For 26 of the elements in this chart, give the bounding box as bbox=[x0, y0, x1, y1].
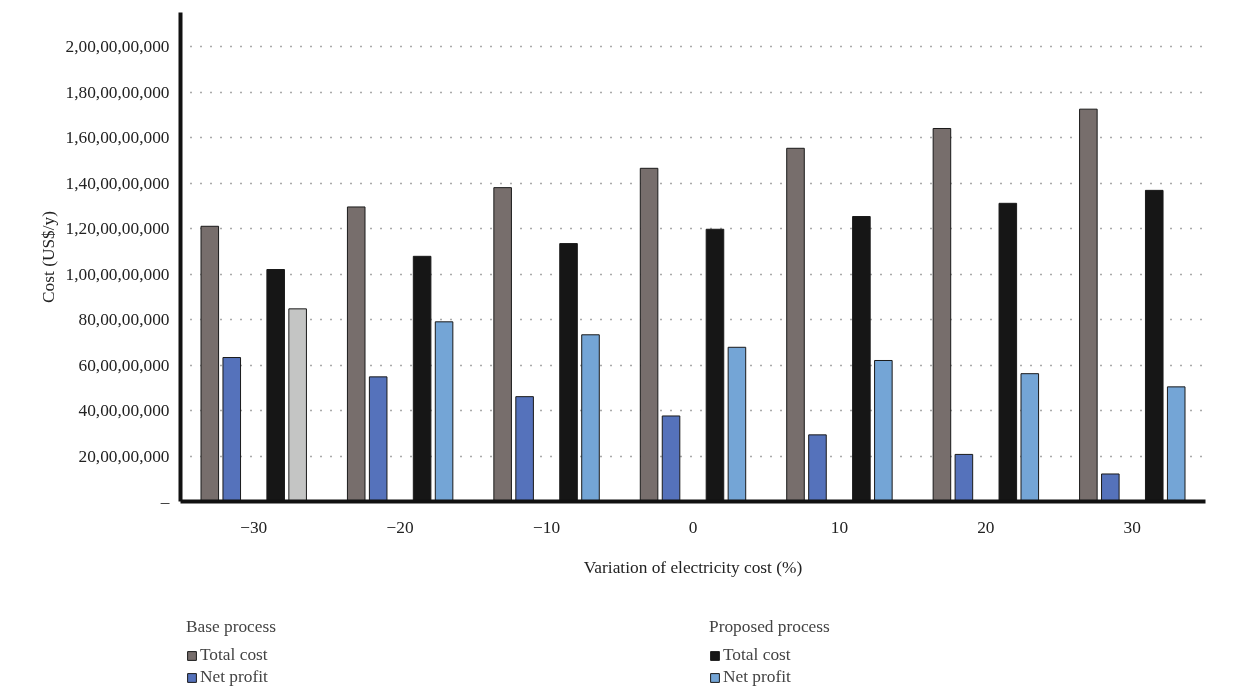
y-tick-label: 2,00,00,00,000 bbox=[65, 37, 170, 57]
y-tick-label: 1,40,00,00,000 bbox=[65, 173, 170, 193]
legend-label: Total cost bbox=[200, 645, 268, 665]
y-tick-label: 1,20,00,00,000 bbox=[65, 219, 170, 239]
x-tick-label: −20 bbox=[386, 517, 414, 537]
y-tick-label: 1,60,00,00,000 bbox=[65, 128, 170, 148]
x-tick-label: 10 bbox=[830, 517, 849, 537]
x-axis-title: Variation of electricity cost (%) bbox=[583, 557, 803, 577]
y-tick-label: 20,00,00,000 bbox=[78, 446, 170, 466]
text: Base process bbox=[186, 617, 276, 637]
x-tick-label: −10 bbox=[533, 517, 561, 537]
x-tick-label: 20 bbox=[977, 517, 995, 537]
text: Proposed process bbox=[709, 617, 830, 637]
y-tick-label: – bbox=[159, 492, 170, 511]
y-tick-label: 1,80,00,00,000 bbox=[65, 82, 170, 102]
legend-label: Net profit bbox=[200, 667, 268, 687]
x-tick-label: 30 bbox=[1123, 517, 1141, 537]
y-axis-title: Cost (US$/y) bbox=[38, 210, 58, 303]
legend-label: Total cost bbox=[723, 645, 791, 665]
legend-label: Net profit bbox=[723, 667, 791, 687]
x-tick-label: −30 bbox=[240, 517, 268, 537]
x-tick-label: 0 bbox=[688, 517, 698, 537]
y-tick-label: 80,00,00,000 bbox=[78, 310, 170, 330]
y-tick-label: 1,00,00,00,000 bbox=[65, 264, 170, 284]
y-tick-label: 60,00,00,000 bbox=[78, 355, 170, 375]
y-tick-label: 40,00,00,000 bbox=[78, 401, 170, 421]
